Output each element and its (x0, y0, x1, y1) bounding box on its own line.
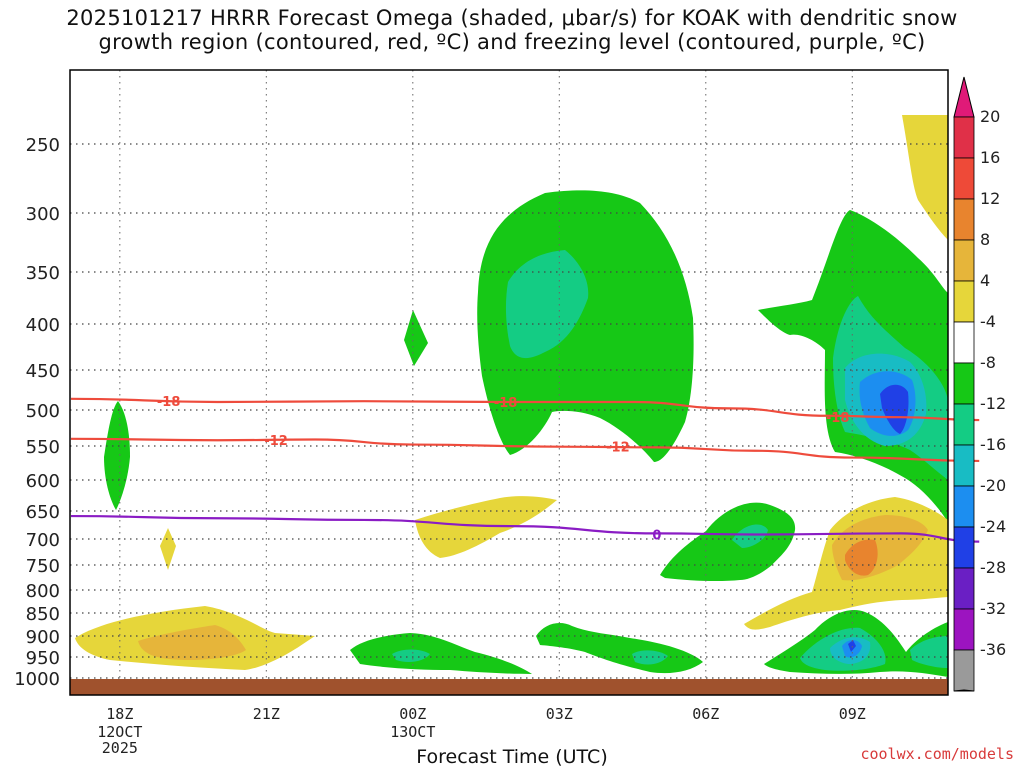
contour-label: -18 (494, 396, 518, 411)
colorbar-swatch (953, 403, 975, 446)
colorbar-label: -8 (980, 353, 996, 372)
omega-region-gold (138, 625, 246, 660)
y-tick-label: 700 (26, 530, 60, 551)
y-tick-label: 650 (26, 502, 60, 523)
colorbar-label: 4 (980, 271, 990, 290)
temperature-contours: -18 -18 -18 -12 -12 0 (70, 395, 980, 544)
omega-region-green (404, 310, 428, 366)
y-tick-label: 250 (26, 135, 60, 156)
omega-region-orange (845, 539, 878, 576)
omega-region-green (350, 633, 532, 674)
contour-label: 0 (652, 529, 661, 544)
y-tick-label: 400 (26, 315, 60, 336)
contour-line-1 (70, 437, 980, 463)
omega-region-teal (732, 524, 768, 548)
colorbar-swatch (953, 116, 975, 159)
omega-region-yellow (160, 528, 176, 570)
colorbar-label: 20 (980, 107, 1000, 126)
colorbar-swatch (953, 444, 975, 487)
colorbar-swatch (953, 280, 975, 323)
y-tick-label: 450 (26, 361, 60, 382)
colorbar-swatch (953, 649, 975, 692)
colorbar-swatch (953, 608, 975, 651)
omega-region-yellow (902, 115, 948, 240)
omega-region-teal (392, 649, 430, 662)
x-tick-sublabel: 13OCT (390, 723, 435, 741)
y-tick-label: 850 (26, 604, 60, 625)
grid-lines (70, 70, 948, 695)
y-tick-label: 800 (26, 581, 60, 602)
x-tick-sublabel: 12OCT (97, 723, 142, 741)
colorbar-label: -32 (980, 599, 1006, 618)
omega-region-green (660, 502, 796, 582)
x-tick-sublabel: 2025 (102, 739, 138, 757)
plot-frame (69, 69, 949, 696)
x-tick-label: 03Z (546, 705, 573, 723)
contour-label: -12 (264, 434, 288, 449)
omega-region-green (536, 623, 703, 674)
y-axis-ticks: 2503003504004505005506006507007508008509… (14, 135, 60, 690)
y-tick-label: 300 (26, 204, 60, 225)
y-tick-label: 500 (26, 401, 60, 422)
y-tick-label: 550 (26, 437, 60, 458)
contour-line-0 (70, 397, 980, 422)
x-tick-label: 06Z (692, 705, 719, 723)
colorbar: 20 16 12 8 4 -4 -8 -12 -16 -20 -24 -28 -32 -36 (953, 76, 1006, 692)
y-tick-label: 350 (26, 263, 60, 284)
contour-label: -18 (826, 411, 850, 426)
colorbar-label: -20 (980, 476, 1006, 495)
x-tick-label: 21Z (253, 705, 280, 723)
omega-region-teal (632, 650, 668, 665)
colorbar-swatch (953, 198, 975, 241)
colorbar-label: -12 (980, 394, 1006, 413)
omega-region-blue (880, 384, 909, 434)
colorbar-label: -4 (980, 312, 996, 331)
omega-region-teal (505, 250, 589, 359)
omega-region-teal (910, 636, 948, 668)
colorbar-swatch (953, 567, 975, 610)
colorbar-swatch (953, 321, 975, 364)
chart-title-line1: 2025101217 HRRR Forecast Omega (shaded, … (66, 6, 958, 30)
y-tick-label: 750 (26, 556, 60, 577)
ground-surface (70, 679, 948, 695)
colorbar-swatch (953, 157, 975, 200)
y-tick-label: 1000 (14, 669, 60, 690)
y-tick-label: 600 (26, 471, 60, 492)
contour-label: -18 (157, 395, 181, 410)
colorbar-label: -16 (980, 435, 1006, 454)
credit-text: coolwx.com/models (860, 745, 1014, 763)
contour-label: -12 (606, 441, 630, 456)
colorbar-swatch (953, 362, 975, 405)
colorbar-swatch (953, 239, 975, 282)
colorbar-swatch (953, 526, 975, 569)
colorbar-label: 16 (980, 148, 1000, 167)
y-tick-label: 900 (26, 627, 60, 648)
x-axis-label: Forecast Time (UTC) (416, 746, 608, 768)
colorbar-label: -24 (980, 517, 1006, 536)
x-tick-label: 18Z (106, 705, 133, 723)
chart-title-line2: growth region (contoured, red, ºC) and f… (98, 30, 926, 54)
colorbar-label: 8 (980, 230, 990, 249)
colorbar-label: 12 (980, 189, 1000, 208)
colorbar-swatch (953, 485, 975, 528)
omega-region-green (477, 190, 694, 462)
colorbar-label: -36 (980, 640, 1006, 659)
colorbar-label: -28 (980, 558, 1006, 577)
colorbar-top-arrow (953, 76, 975, 118)
x-tick-label: 00Z (399, 705, 426, 723)
omega-shading (75, 115, 948, 677)
contour-line-2 (70, 514, 980, 543)
omega-region-green (104, 401, 130, 510)
colorbar-bottom-arrow (953, 689, 975, 692)
y-tick-label: 950 (26, 648, 60, 669)
x-tick-label: 09Z (839, 705, 866, 723)
